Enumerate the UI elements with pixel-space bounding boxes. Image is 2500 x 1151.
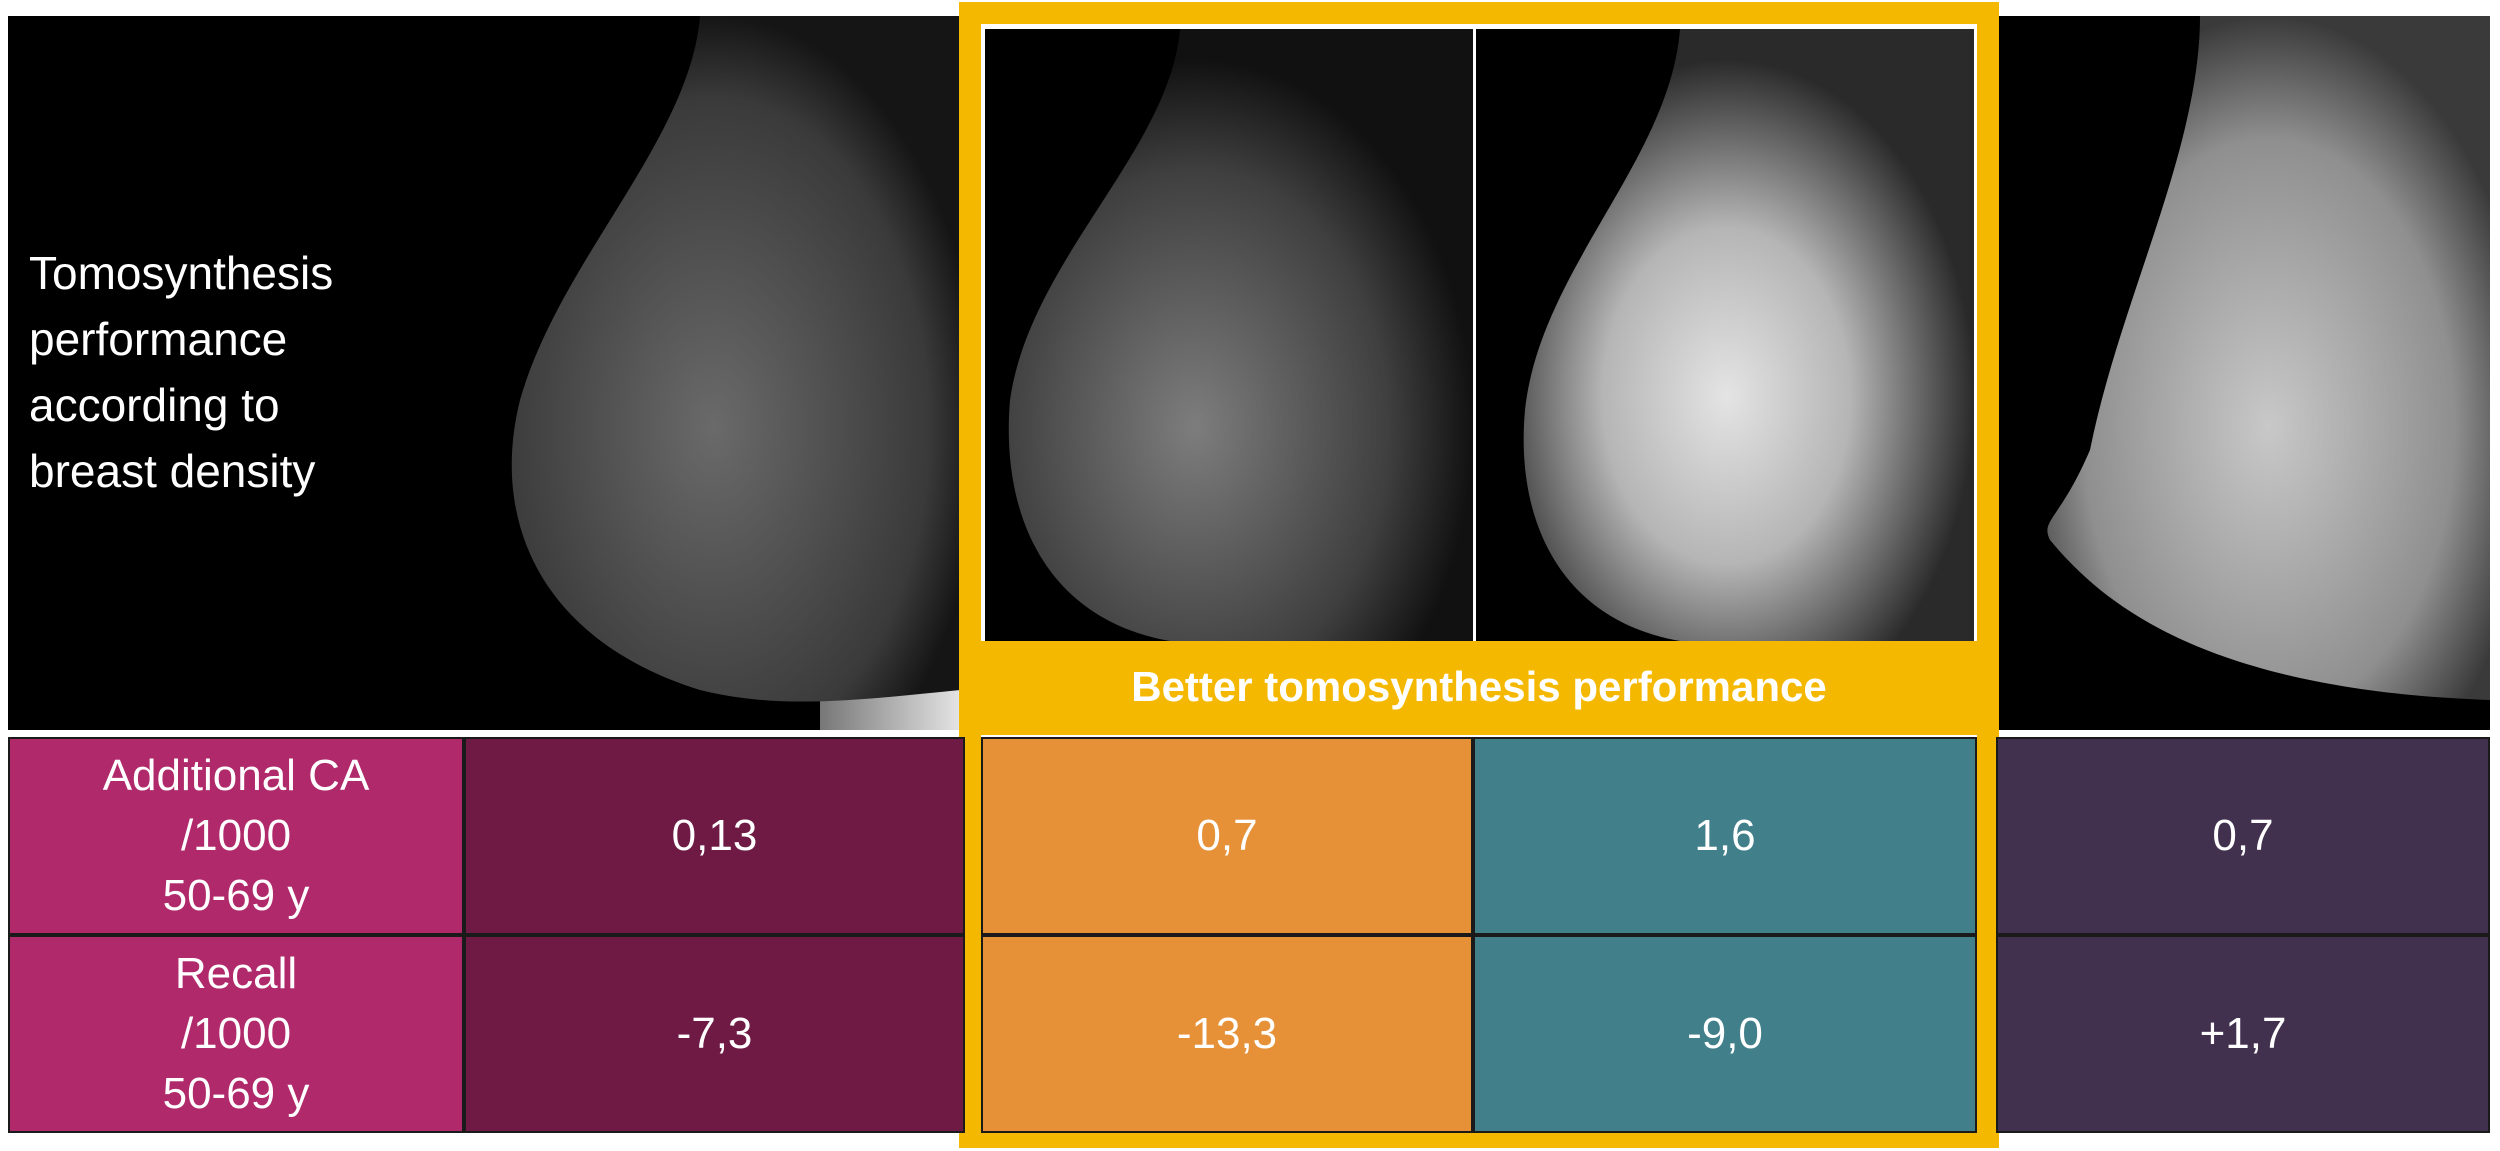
breast-image <box>511 16 960 702</box>
title-line: Tomosynthesis <box>29 247 334 299</box>
table-cell: 0,13 <box>464 737 965 935</box>
cell-value: 1,6 <box>1694 811 1756 860</box>
highlight-frame <box>959 2 1999 1148</box>
table-cell: -13,3 <box>981 935 1473 1133</box>
cell-value: 0,7 <box>2212 811 2274 860</box>
table-cell: -9,0 <box>1473 935 1977 1133</box>
row-header-line: Additional CA <box>102 751 370 800</box>
table-cell: 1,6 <box>1473 737 1977 935</box>
row-header-line: Recall <box>174 949 298 998</box>
cell-value: 0,7 <box>1196 811 1258 860</box>
row-header: Recall/1000 50-69 y <box>8 935 464 1133</box>
title-line: according to <box>29 379 280 431</box>
title-line: performance <box>29 313 288 365</box>
slide-title: Tomosynthesis performance according to b… <box>29 240 333 504</box>
table-cell: -7,3 <box>464 935 965 1133</box>
cell-value: +1,7 <box>2199 1009 2287 1058</box>
breast-image <box>1523 29 1974 641</box>
row-header: Additional CA/1000 50-69 y <box>8 737 464 935</box>
banner-background <box>975 641 1983 735</box>
banner-text: Better tomosynthesis performance <box>1131 663 1827 710</box>
cell-value: 0,13 <box>671 811 758 860</box>
table-cell: +1,7 <box>1996 935 2490 1133</box>
breast-image <box>2047 16 2490 700</box>
cell-value: -9,0 <box>1687 1009 1763 1058</box>
title-line: breast density <box>29 445 316 497</box>
row-header-line: /1000 <box>180 811 292 860</box>
table-cell: 0,7 <box>981 737 1473 935</box>
cell-value: -7,3 <box>676 1009 753 1058</box>
row-header-line: /1000 <box>180 1009 292 1058</box>
row-header-line: 50-69 y <box>162 871 310 920</box>
cell-value: -13,3 <box>1176 1009 1278 1058</box>
table-cell: 0,7 <box>1996 737 2490 935</box>
row-header-line: 50-69 y <box>162 1069 310 1118</box>
breast-image <box>1008 29 1473 641</box>
